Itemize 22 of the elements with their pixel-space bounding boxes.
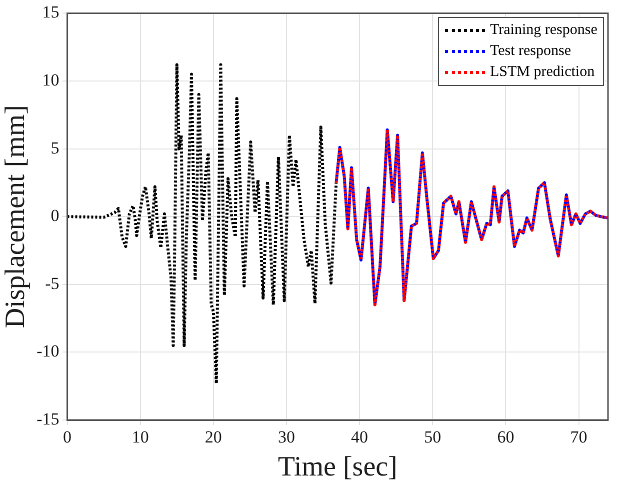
y-tick-label: 5	[50, 138, 60, 158]
y-axis-title: Displacement [mm]	[0, 105, 32, 328]
x-tick-label: 20	[204, 428, 222, 447]
legend-label: LSTM prediction	[490, 63, 595, 82]
x-tick-label: 50	[424, 428, 442, 447]
x-tick-label: 40	[351, 428, 368, 447]
x-tick-label: 10	[132, 428, 149, 447]
x-tick-label: 60	[497, 428, 514, 447]
y-tick-label: 0	[50, 206, 60, 226]
y-tick-label: -10	[36, 342, 60, 361]
legend-label: Training response	[490, 21, 598, 40]
x-axis-title: Time [sec]	[278, 452, 398, 483]
y-tick-label: 10	[42, 70, 60, 90]
line-series	[334, 128, 608, 306]
x-tick-label: 0	[63, 428, 72, 447]
y-tick-label: 15	[42, 2, 60, 22]
y-tick-label: -5	[45, 274, 60, 293]
line-series	[67, 63, 338, 385]
legend-label: Test response	[490, 42, 572, 62]
x-tick-label: 30	[278, 428, 295, 447]
x-tick-label: 70	[570, 428, 588, 447]
y-tick-label: -15	[36, 409, 60, 428]
